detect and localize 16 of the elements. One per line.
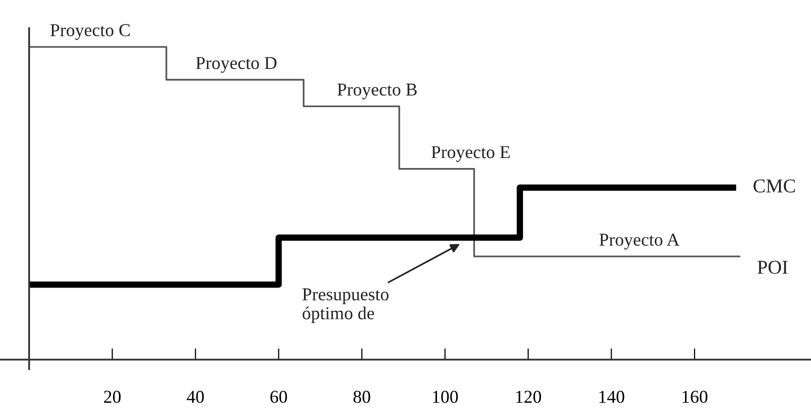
x-tick-label: 140 [599, 390, 624, 403]
x-tick-label: 60 [270, 390, 287, 403]
series-label: POI [757, 260, 788, 274]
x-tick-label: 80 [353, 390, 370, 403]
annotation: Proyecto E [431, 146, 510, 162]
x-tick-label: 160 [682, 390, 708, 403]
x-tick-label: 100 [433, 390, 458, 403]
annotation: Proyecto C [50, 24, 130, 40]
x-tick-label: 120 [516, 390, 542, 403]
x-tick-label: 40 [186, 390, 204, 403]
x-tick-label: 20 [104, 390, 121, 403]
annotation: Proyecto B [337, 84, 417, 100]
series-label: CMC [754, 179, 795, 193]
annotation: Presupuesto óptimo de [302, 288, 389, 324]
annotation: Proyecto D [196, 57, 276, 73]
annotation: Proyecto A [599, 234, 680, 250]
